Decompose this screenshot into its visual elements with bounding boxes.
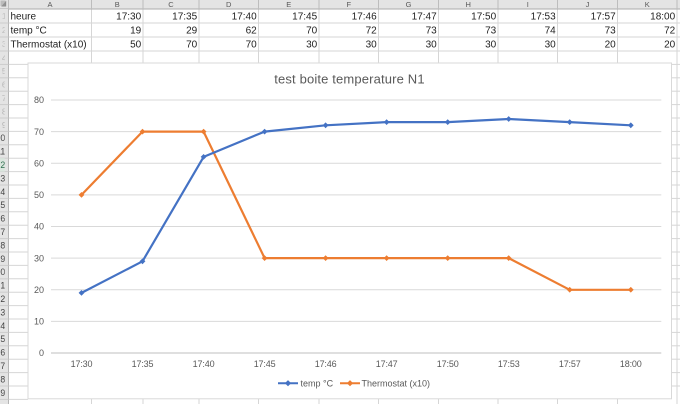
svg-text:J: J — [586, 0, 590, 9]
svg-text:17:46: 17:46 — [352, 12, 377, 23]
svg-text:23: 23 — [0, 307, 5, 317]
svg-text:heure: heure — [11, 12, 37, 23]
svg-text:H: H — [466, 0, 471, 9]
svg-text:6: 6 — [2, 80, 7, 90]
svg-text:73: 73 — [485, 26, 497, 37]
svg-text:17:40: 17:40 — [232, 12, 257, 23]
svg-text:17:35: 17:35 — [172, 12, 197, 23]
svg-text:G: G — [406, 0, 412, 9]
svg-text:17:50: 17:50 — [437, 359, 459, 369]
svg-text:9: 9 — [2, 120, 7, 130]
svg-text:I: I — [527, 0, 529, 9]
svg-text:50: 50 — [34, 190, 44, 200]
svg-text:Thermostat (x10): Thermostat (x10) — [362, 378, 431, 388]
svg-text:3: 3 — [2, 39, 7, 49]
svg-text:24: 24 — [0, 321, 5, 331]
svg-text:17:40: 17:40 — [193, 359, 215, 369]
svg-text:Thermostat (x10): Thermostat (x10) — [11, 40, 87, 51]
svg-text:10: 10 — [0, 133, 5, 143]
svg-text:K: K — [645, 0, 650, 9]
svg-text:17:35: 17:35 — [132, 359, 154, 369]
svg-text:20: 20 — [34, 285, 44, 295]
svg-text:18: 18 — [0, 240, 5, 250]
svg-text:1: 1 — [2, 11, 7, 21]
svg-text:72: 72 — [366, 26, 378, 37]
svg-text:17:57: 17:57 — [559, 359, 581, 369]
svg-text:F: F — [346, 0, 351, 9]
svg-text:29: 29 — [0, 388, 5, 398]
svg-text:17:53: 17:53 — [531, 12, 556, 23]
svg-text:13: 13 — [0, 173, 5, 183]
svg-text:temp °C: temp °C — [301, 378, 334, 388]
svg-text:11: 11 — [0, 147, 5, 157]
svg-text:30: 30 — [306, 40, 318, 51]
svg-text:72: 72 — [664, 26, 676, 37]
svg-text:4: 4 — [2, 53, 7, 63]
svg-text:27: 27 — [0, 361, 5, 371]
svg-text:17:45: 17:45 — [292, 12, 317, 23]
svg-text:40: 40 — [34, 222, 44, 232]
svg-text:10: 10 — [34, 317, 44, 327]
svg-text:7: 7 — [2, 93, 7, 103]
svg-text:B: B — [115, 0, 120, 9]
svg-text:8: 8 — [2, 106, 7, 116]
svg-text:15: 15 — [0, 200, 5, 210]
svg-text:17:45: 17:45 — [254, 359, 276, 369]
svg-text:17:47: 17:47 — [412, 12, 437, 23]
svg-text:19: 19 — [130, 26, 142, 37]
svg-text:17:46: 17:46 — [315, 359, 337, 369]
svg-text:0: 0 — [39, 348, 44, 358]
svg-text:17:53: 17:53 — [498, 359, 520, 369]
svg-text:20: 20 — [664, 40, 676, 51]
svg-text:17:57: 17:57 — [591, 12, 616, 23]
svg-text:73: 73 — [426, 26, 438, 37]
svg-text:29: 29 — [186, 26, 198, 37]
svg-text:30: 30 — [34, 253, 44, 263]
svg-text:C: C — [168, 0, 174, 9]
svg-text:30: 30 — [545, 40, 557, 51]
svg-text:60: 60 — [34, 158, 44, 168]
svg-text:E: E — [286, 0, 291, 9]
svg-text:73: 73 — [605, 26, 617, 37]
svg-text:74: 74 — [545, 26, 557, 37]
svg-text:A: A — [47, 0, 52, 9]
svg-text:14: 14 — [0, 187, 5, 197]
svg-text:18:00: 18:00 — [620, 359, 642, 369]
svg-text:19: 19 — [0, 254, 5, 264]
svg-text:50: 50 — [130, 40, 142, 51]
svg-text:25: 25 — [0, 334, 5, 344]
svg-text:70: 70 — [186, 40, 198, 51]
svg-text:16: 16 — [0, 214, 5, 224]
svg-text:28: 28 — [0, 374, 5, 384]
svg-text:30: 30 — [366, 40, 378, 51]
svg-text:21: 21 — [0, 281, 5, 291]
svg-text:test boite temperature N1: test boite temperature N1 — [274, 71, 424, 86]
svg-text:30: 30 — [426, 40, 438, 51]
svg-text:80: 80 — [34, 95, 44, 105]
svg-text:temp °C: temp °C — [11, 26, 47, 37]
svg-text:17:50: 17:50 — [471, 12, 496, 23]
svg-text:17:30: 17:30 — [71, 359, 93, 369]
svg-text:20: 20 — [0, 267, 5, 277]
svg-text:5: 5 — [2, 66, 7, 76]
svg-text:18:00: 18:00 — [650, 12, 675, 23]
svg-text:17: 17 — [0, 227, 5, 237]
svg-text:26: 26 — [0, 348, 5, 358]
svg-text:70: 70 — [34, 127, 44, 137]
svg-text:2: 2 — [2, 25, 7, 35]
svg-text:22: 22 — [0, 294, 5, 304]
svg-text:30: 30 — [485, 40, 497, 51]
svg-text:17:30: 17:30 — [116, 12, 141, 23]
svg-text:20: 20 — [605, 40, 617, 51]
svg-text:62: 62 — [246, 26, 258, 37]
svg-text:70: 70 — [306, 26, 318, 37]
svg-text:D: D — [226, 0, 232, 9]
svg-text:17:47: 17:47 — [376, 359, 398, 369]
svg-text:12: 12 — [0, 160, 5, 170]
svg-text:70: 70 — [246, 40, 258, 51]
